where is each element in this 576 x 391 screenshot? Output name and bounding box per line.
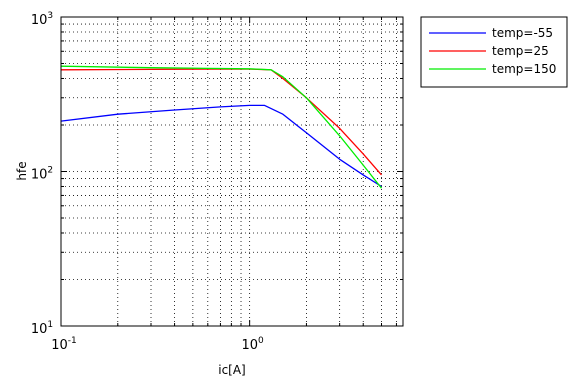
series-line-0 bbox=[60, 104, 382, 188]
legend-box bbox=[420, 16, 568, 88]
legend-label: temp=-55 bbox=[492, 26, 553, 40]
x-axis-label: ic[A] bbox=[218, 363, 246, 377]
grid bbox=[60, 16, 403, 327]
y-tick-label: 101 bbox=[31, 320, 53, 337]
x-tick-label: 100 bbox=[242, 336, 265, 353]
legend-label: temp=150 bbox=[492, 62, 556, 76]
x-tick-label: 10-1 bbox=[51, 336, 77, 353]
series-line-1 bbox=[60, 68, 382, 176]
series-lines bbox=[60, 65, 383, 189]
y-tick-label: 103 bbox=[31, 11, 53, 28]
legend: temp=-55 temp=25 temp=150 bbox=[420, 16, 568, 88]
y-tick-label: 102 bbox=[31, 166, 53, 183]
y-axis-label: hfe bbox=[15, 161, 29, 180]
legend-label: temp=25 bbox=[492, 44, 549, 58]
series-line-2 bbox=[60, 65, 383, 189]
x-tick-labels: 10-1 100 bbox=[51, 336, 264, 353]
plot-area-frame bbox=[60, 16, 404, 327]
y-tick-labels: 101 102 103 bbox=[31, 11, 53, 337]
